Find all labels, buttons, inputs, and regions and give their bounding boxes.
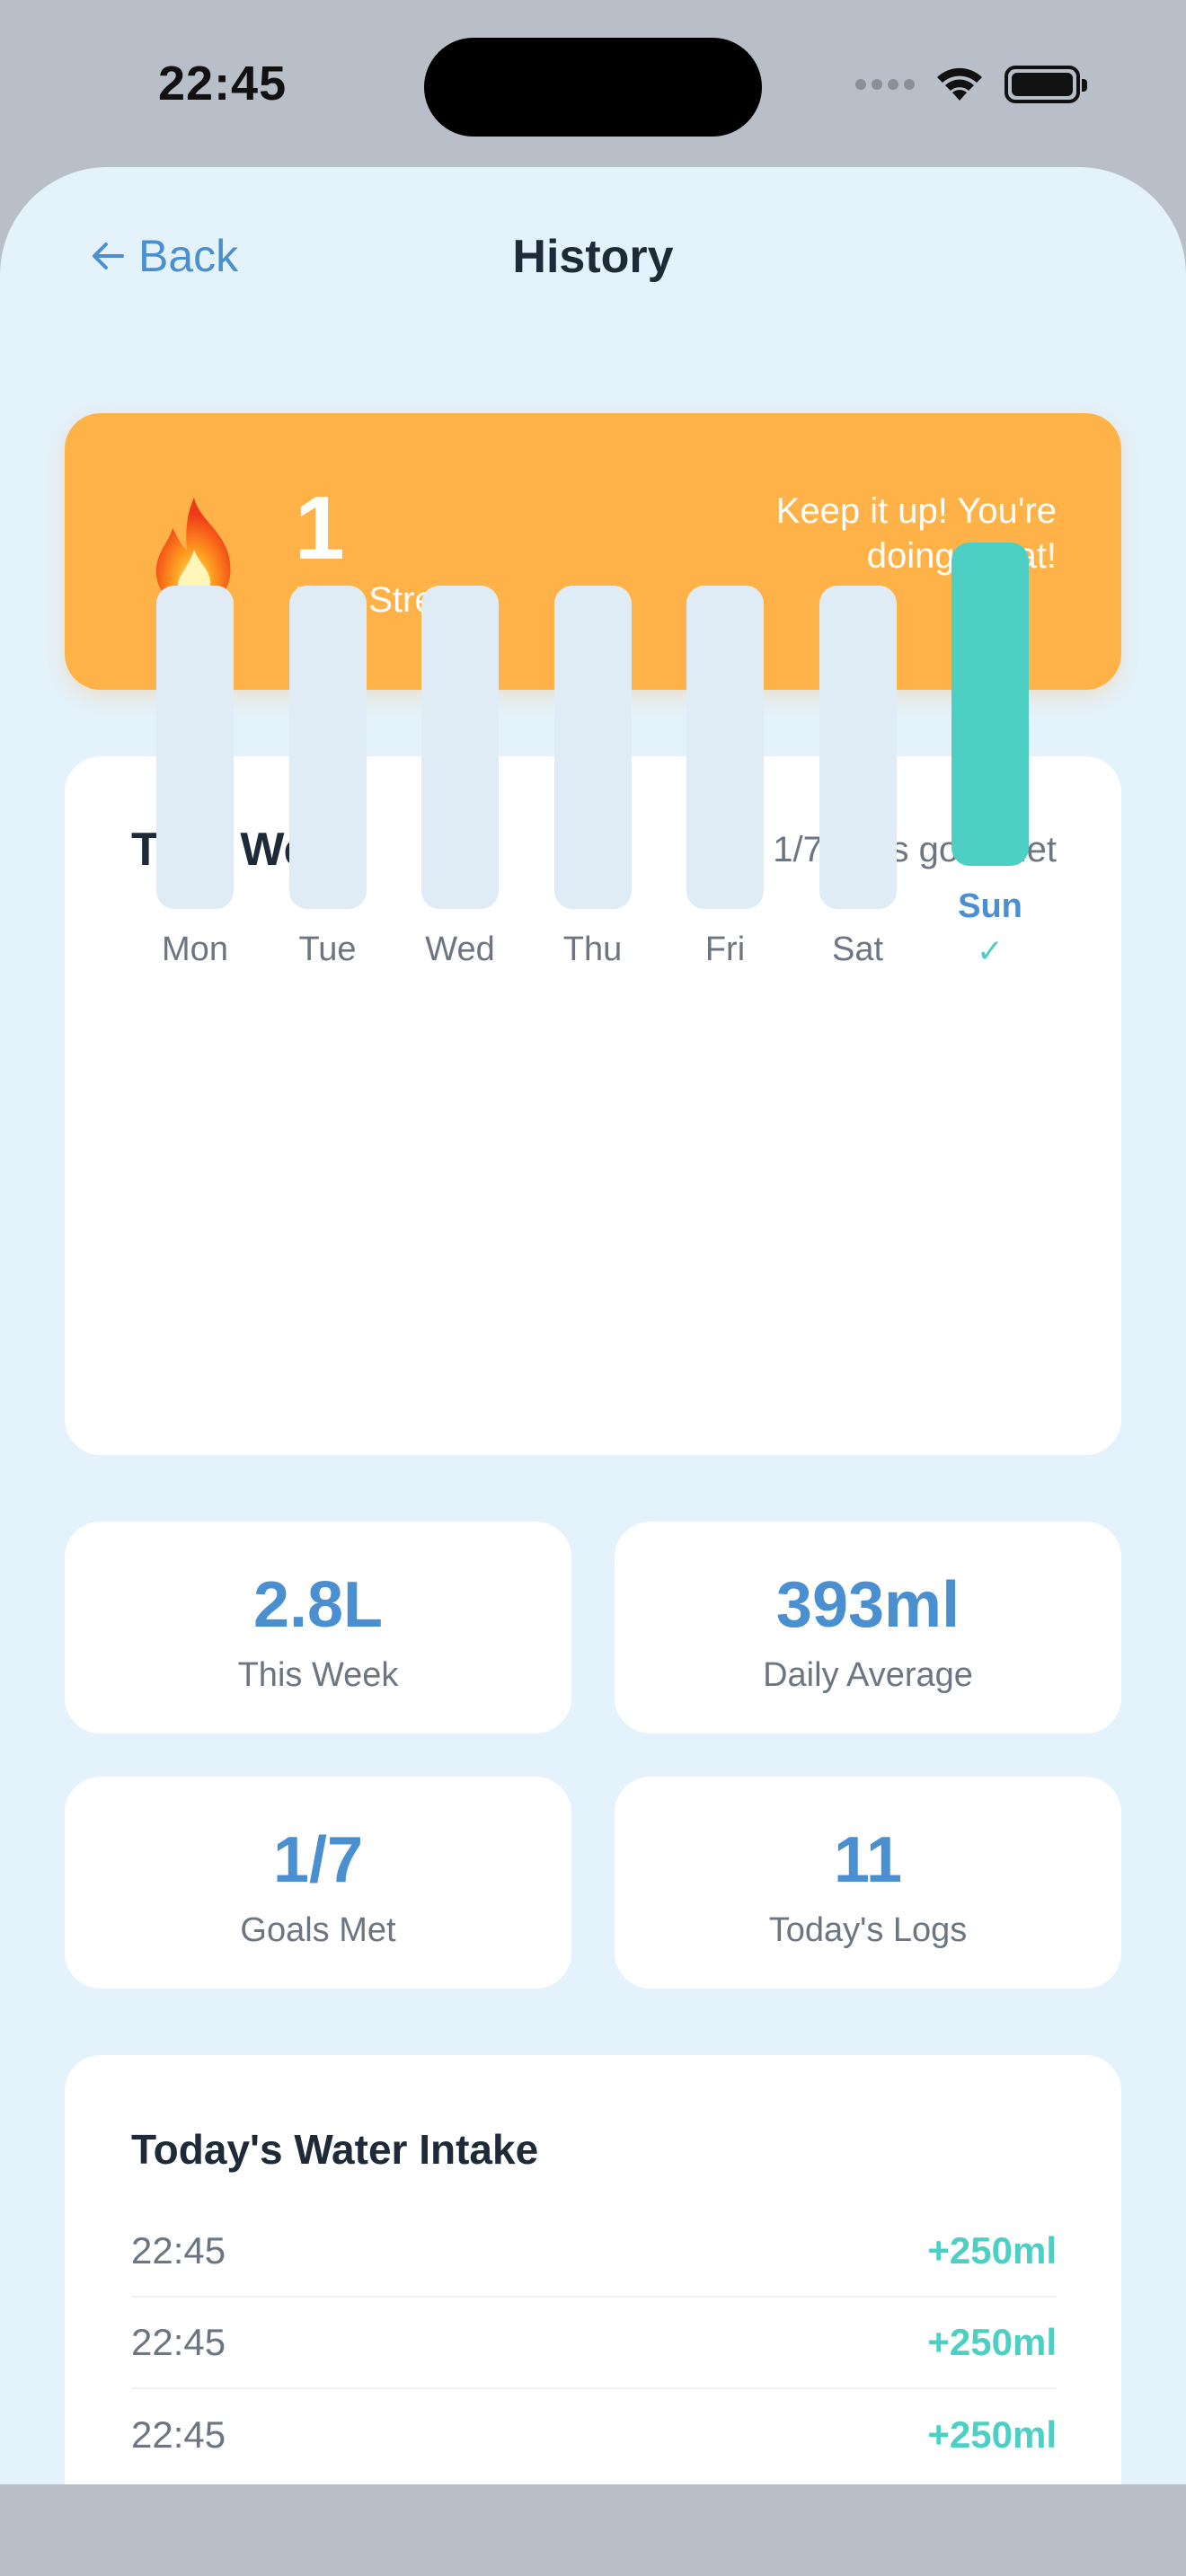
- day-label: Fri: [704, 931, 746, 968]
- bar-sat: [819, 586, 897, 909]
- day-label: Sun: [958, 887, 1022, 925]
- log-time: 22:45: [131, 2229, 226, 2272]
- stat-label: Goals Met: [240, 1911, 396, 1949]
- stat-label: Today's Logs: [768, 1911, 968, 1949]
- stat-value: 11: [833, 1824, 903, 1896]
- stat-card-today-logs: 11 Today's Logs: [615, 1777, 1121, 1989]
- day-label: Wed: [425, 931, 495, 968]
- stat-value: 1/7: [272, 1824, 364, 1896]
- day-label: Thu: [562, 931, 623, 968]
- log-amount: +250ml: [927, 2321, 1057, 2363]
- log-row[interactable]: 22:45 +250ml: [131, 2389, 1057, 2481]
- day-label: Tue: [298, 931, 357, 968]
- page-title: History: [512, 231, 674, 283]
- stat-label: This Week: [237, 1656, 399, 1694]
- log-row[interactable]: 22:45 +250ml: [131, 2298, 1057, 2389]
- history-screen: Back History 1 Day Streak Keep it up! Yo…: [0, 167, 1186, 2484]
- stat-value: 393ml: [775, 1569, 960, 1641]
- checkmark-icon: ✓: [976, 932, 1005, 969]
- wifi-icon: [937, 67, 982, 101]
- back-button[interactable]: Back: [88, 230, 238, 282]
- stat-card-goals-met: 1/7 Goals Met: [65, 1777, 571, 1989]
- arrow-left-icon: [93, 243, 124, 269]
- day-label: Mon: [162, 931, 228, 968]
- weekly-bars: Mon Tue Wed Thu Fri Sat Sun ✓: [65, 167, 1121, 1455]
- intake-log-card: Today's Water Intake 22:45 +250ml 22:45 …: [65, 2055, 1121, 2484]
- bar-thu: [553, 586, 632, 909]
- stat-label: Daily Average: [763, 1656, 973, 1694]
- stat-card-daily-average: 393ml Daily Average: [615, 1522, 1121, 1734]
- log-time: 22:45: [131, 2413, 226, 2456]
- bar-fri: [686, 586, 764, 909]
- log-row[interactable]: 22:45 +250ml: [131, 2206, 1057, 2298]
- dynamic-island: [424, 38, 762, 137]
- day-label: Sat: [831, 931, 884, 968]
- log-amount: +250ml: [927, 2413, 1057, 2456]
- battery-icon: [1005, 66, 1087, 103]
- bar-wed: [421, 586, 499, 909]
- bar-sun: [951, 543, 1029, 866]
- status-bar: 22:45: [0, 0, 1186, 171]
- bar-tue: [288, 586, 367, 909]
- weekly-chart-card: This Week 1/7 days goal met Mon Tue Wed Thu…: [65, 543, 1121, 1455]
- log-time: 22:45: [131, 2321, 226, 2363]
- nav-bar: Back History: [0, 167, 1186, 356]
- status-icons: [855, 65, 1087, 104]
- log-amount: +250ml: [927, 2229, 1057, 2272]
- status-time: 22:45: [158, 57, 288, 110]
- stat-card-week-total: 2.8L This Week: [65, 1522, 571, 1734]
- streak-count: 1: [295, 478, 345, 578]
- bar-mon: [156, 586, 234, 909]
- signal-icon: [855, 79, 915, 90]
- stat-value: 2.8L: [252, 1569, 384, 1641]
- back-label: Back: [138, 231, 239, 281]
- intake-title: Today's Water Intake: [131, 2126, 539, 2173]
